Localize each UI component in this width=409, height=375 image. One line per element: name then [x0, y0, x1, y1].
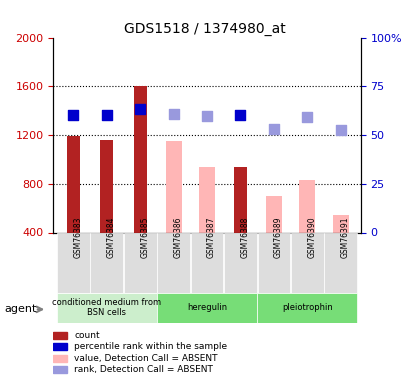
Point: [137, 106, 143, 112]
FancyBboxPatch shape: [56, 292, 157, 322]
Text: pleiotrophin: pleiotrophin: [281, 303, 332, 312]
Bar: [165, 141, 181, 232]
FancyBboxPatch shape: [57, 232, 90, 292]
Bar: [198, 166, 215, 232]
Bar: [53, 366, 67, 373]
Text: agent: agent: [4, 304, 36, 314]
Bar: [133, 86, 146, 232]
Point: [170, 111, 176, 117]
FancyBboxPatch shape: [124, 232, 156, 292]
Text: GSM76389: GSM76389: [273, 216, 282, 258]
Point: [70, 111, 76, 117]
Point: [270, 126, 276, 132]
Bar: [53, 343, 67, 351]
Text: GSM76385: GSM76385: [140, 216, 149, 258]
Text: heregulin: heregulin: [187, 303, 227, 312]
Bar: [265, 196, 281, 232]
Text: rank, Detection Call = ABSENT: rank, Detection Call = ABSENT: [74, 365, 213, 374]
Text: percentile rank within the sample: percentile rank within the sample: [74, 342, 227, 351]
Bar: [53, 354, 67, 362]
Bar: [53, 332, 67, 339]
Point: [237, 112, 243, 118]
FancyBboxPatch shape: [290, 232, 323, 292]
FancyBboxPatch shape: [224, 232, 256, 292]
Text: GSM76386: GSM76386: [173, 216, 182, 258]
FancyBboxPatch shape: [190, 232, 223, 292]
Text: value, Detection Call = ABSENT: value, Detection Call = ABSENT: [74, 354, 217, 363]
Point: [203, 114, 210, 120]
Text: GSM76384: GSM76384: [106, 216, 115, 258]
Bar: [100, 141, 113, 232]
FancyBboxPatch shape: [157, 232, 189, 292]
Text: count: count: [74, 331, 100, 340]
Text: GSM76391: GSM76391: [340, 216, 349, 258]
Text: GSM76390: GSM76390: [307, 216, 316, 258]
Point: [303, 114, 310, 120]
Bar: [332, 215, 348, 232]
Point: [103, 111, 110, 117]
FancyBboxPatch shape: [157, 292, 256, 322]
Point: [337, 127, 343, 133]
FancyBboxPatch shape: [256, 292, 357, 322]
FancyBboxPatch shape: [257, 232, 290, 292]
Bar: [299, 180, 315, 232]
Text: GSM76388: GSM76388: [240, 217, 249, 258]
Bar: [67, 136, 80, 232]
Text: GDS1518 / 1374980_at: GDS1518 / 1374980_at: [124, 22, 285, 36]
Text: GSM76387: GSM76387: [207, 216, 216, 258]
Text: conditioned medium from
BSN cells: conditioned medium from BSN cells: [52, 298, 161, 317]
FancyBboxPatch shape: [324, 232, 356, 292]
FancyBboxPatch shape: [90, 232, 123, 292]
Text: GSM76383: GSM76383: [73, 216, 82, 258]
Bar: [233, 166, 247, 232]
